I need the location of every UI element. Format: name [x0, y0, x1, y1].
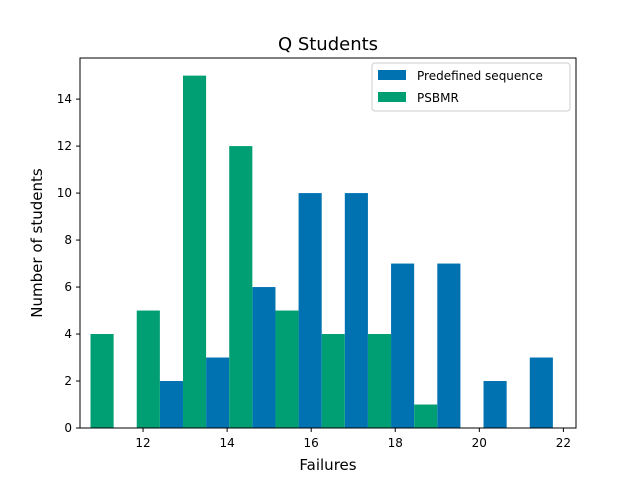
y-tick-label: 0	[64, 421, 72, 435]
bar-psbmr-6	[367, 334, 392, 428]
bars-layer	[90, 75, 553, 429]
y-tick-label: 14	[57, 92, 72, 106]
y-tick-label: 8	[64, 233, 72, 247]
legend-swatch-predefined-sequence	[378, 70, 406, 80]
y-axis-title: Number of students	[28, 168, 46, 318]
bar-psbmr-5	[321, 334, 345, 428]
bar-predefined-sequence-8	[483, 381, 507, 428]
x-axis-ticks: 12 14 16 18 20 22	[135, 428, 571, 450]
bar-predefined-sequence-9	[529, 357, 553, 428]
bar-predefined-sequence-3	[252, 287, 276, 428]
bar-psbmr-0	[90, 334, 114, 428]
bar-predefined-sequence-6	[391, 263, 415, 428]
x-tick-label: 12	[135, 436, 150, 450]
bar-psbmr-2	[182, 75, 207, 429]
legend-label-psbmr: PSBMR	[417, 91, 459, 105]
x-tick-label: 16	[304, 436, 319, 450]
bar-psbmr-3	[229, 146, 253, 428]
legend: Predefined sequence PSBMR	[371, 62, 571, 112]
bar-predefined-sequence-5	[344, 193, 368, 428]
bar-predefined-sequence-7	[437, 263, 461, 428]
x-axis-title: Failures	[299, 456, 356, 474]
x-tick-label: 18	[388, 436, 403, 450]
y-tick-label: 4	[64, 327, 72, 341]
y-tick-label: 12	[57, 139, 72, 153]
x-tick-label: 20	[472, 436, 487, 450]
bar-predefined-sequence-4	[298, 193, 322, 428]
bar-psbmr-4	[275, 310, 299, 428]
legend-swatch-psbmr	[378, 92, 406, 102]
y-tick-label: 10	[57, 186, 72, 200]
bar-psbmr-1	[136, 310, 160, 428]
y-tick-label: 6	[64, 280, 72, 294]
legend-label-predefined-sequence: Predefined sequence	[417, 69, 543, 83]
legend-box	[371, 62, 571, 112]
chart-title: Q Students	[278, 34, 378, 55]
x-tick-label: 22	[556, 436, 571, 450]
bar-psbmr-7	[414, 404, 438, 428]
plot-frame	[79, 57, 577, 429]
bar-predefined-sequence-2	[206, 357, 230, 428]
y-axis-ticks: 0 2 4 6 8 10 12 14	[57, 92, 80, 435]
bar-predefined-sequence-1	[159, 381, 183, 428]
y-tick-label: 2	[64, 374, 72, 388]
x-tick-label: 14	[219, 436, 234, 450]
